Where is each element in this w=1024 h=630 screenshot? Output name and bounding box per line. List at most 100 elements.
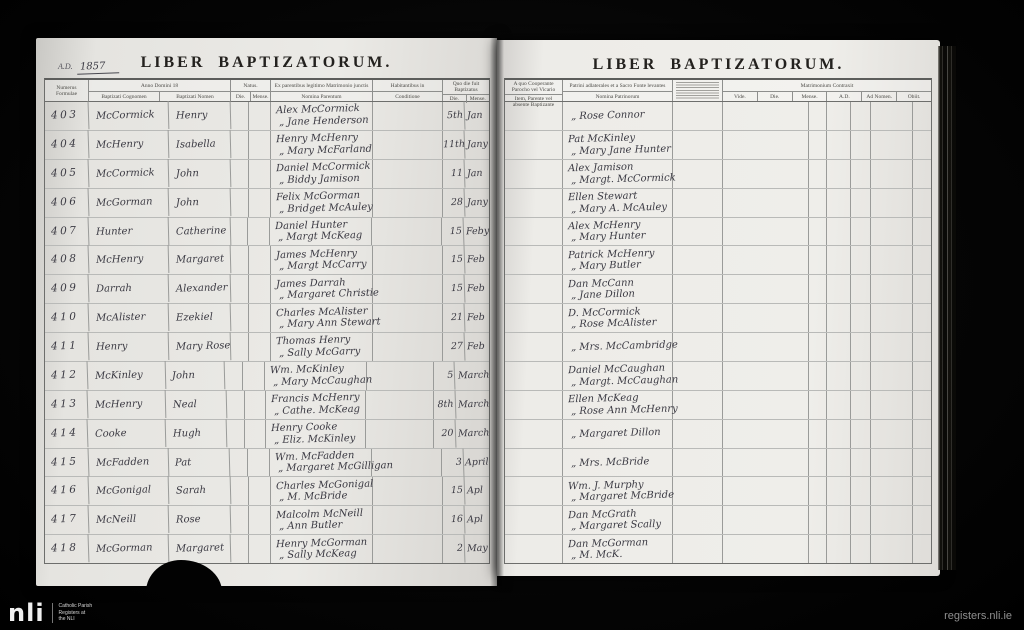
record-marriage-vide: [723, 246, 809, 275]
record-baptism-month: Feb: [466, 254, 485, 266]
header-residence-column: Habitantibus in Conditione: [373, 80, 443, 101]
sponsor-record-row: „ Mrs. McCambridge: [505, 333, 931, 362]
header-firstname-label: Baptizati Nomen: [176, 93, 214, 100]
record-sponsors: Dan McGrath „ Margaret Scally: [563, 506, 673, 535]
record-marriage-die: [809, 304, 827, 332]
sponsor-record-row: Dan McCann „ Jane Dillon: [505, 275, 931, 305]
record-rubric: [673, 130, 723, 159]
record-born-day: [231, 477, 249, 506]
book-page-edges: [938, 46, 956, 570]
record-residence: [373, 333, 443, 361]
record-officiant: [505, 304, 563, 332]
record-sponsors: Ellen McKeag „ Rose Ann McHenry: [563, 390, 678, 419]
record-sponsors: Alex McHenry „ Mary Hunter: [563, 217, 673, 246]
header-sponsors-top-label: Patrini adlaterales et a Sacro Fonte lev…: [569, 82, 666, 89]
record-number: 407: [44, 216, 90, 247]
record-born-month: [249, 246, 271, 275]
header-natus-mense-label: Mense.: [252, 93, 269, 100]
record-number: 411: [44, 332, 90, 362]
record-first-name: John: [168, 158, 232, 189]
nli-logo: nli: [8, 599, 45, 627]
record-residence: [373, 130, 443, 159]
record-marriage-vide: [723, 304, 809, 332]
record-born-month: [249, 188, 271, 217]
record-sponsors: „ Margaret Dillon: [563, 419, 673, 448]
record-residence: [366, 390, 435, 419]
sponsor-record-row: D. McCormick „ Rose McAlister: [505, 304, 931, 333]
record-parents: Daniel McCormick „ Biddy Jamison: [271, 159, 373, 188]
record-marriage-mense: [827, 419, 851, 448]
left-table-body: 403 McCormick Henry Alex McCormick „ Jan…: [44, 100, 489, 565]
record-first-name: Catherine: [168, 216, 231, 247]
header-officiant-sub-label: Item, Parente vel absente Baptizante: [512, 96, 555, 108]
record-surname: Hunter: [88, 216, 170, 247]
nli-caption-line: Registers at: [58, 609, 86, 616]
record-born-day: [231, 102, 249, 130]
record-baptism-day: 27: [442, 332, 466, 362]
record-rubric: [673, 477, 723, 506]
record-number: 410: [44, 303, 90, 333]
record-first-name: Henry: [168, 101, 232, 131]
record-surname: McHenry: [88, 129, 170, 160]
record-rubric: [673, 419, 723, 448]
record-sponsor-2: „ Rose Connor: [570, 109, 645, 123]
record-sponsor-2: „ Mary Hunter: [570, 230, 646, 244]
baptism-record-row: 415 McFadden Pat Wm. McFadden „ Margaret…: [44, 447, 489, 478]
record-first-name: Isabella: [168, 130, 232, 160]
record-first-name: Rose: [168, 505, 232, 535]
sponsor-record-row: Daniel McCaughan „ Margt. McCaughan: [505, 361, 931, 391]
header-natus-die-label: Die.: [231, 92, 251, 101]
record-born-day: [231, 506, 249, 535]
record-marriage-ad-nomen: [871, 102, 913, 130]
record-marriage-obiit: [913, 362, 931, 390]
record-marriage-die: [809, 535, 827, 563]
record-residence: [367, 361, 435, 390]
record-marriage-die: [809, 246, 827, 275]
record-marriage-vide: [723, 448, 809, 477]
nli-caption-line: Catholic Parish: [58, 603, 93, 610]
right-table-body: „ Rose Connor Pat McKinle: [505, 102, 931, 563]
header-marriage-ad-label: A.D.: [827, 92, 863, 101]
record-surname: McHenry: [87, 389, 167, 420]
record-baptism-day: 15: [441, 217, 465, 246]
record-marriage-ad-nomen: [871, 419, 913, 448]
record-rubric: [673, 275, 723, 304]
record-marriage-ad: [851, 419, 871, 448]
record-number: 403: [44, 101, 90, 131]
record-marriage-ad-nomen: [871, 304, 913, 332]
header-anno-label: Anno Domini 18: [140, 82, 179, 89]
record-mother: „ Margt McKeag: [278, 230, 363, 244]
record-marriage-mense: [827, 217, 851, 246]
record-rubric: [673, 535, 723, 563]
right-page-title: LIBER BAPTIZATORUM.: [592, 56, 845, 73]
record-marriage-ad: [851, 304, 871, 332]
record-marriage-ad: [851, 448, 871, 477]
record-baptism-day: 8th: [433, 390, 457, 419]
record-baptism-month: Feb: [466, 312, 485, 324]
record-sponsor-2: „ Margt. McCaughan: [570, 374, 679, 389]
record-officiant: [505, 361, 563, 390]
record-marriage-ad-nomen: [871, 477, 913, 506]
header-parents-sub-label: Nomina Parentum: [301, 93, 342, 100]
record-baptism-month: Feb: [466, 283, 485, 295]
record-sponsor-2: „ Margaret McBride: [570, 489, 675, 504]
record-marriage-ad-nomen: [871, 390, 913, 419]
nli-logo-caption: Catholic Parish Registers at the NLI: [51, 603, 93, 623]
record-parents: Henry McGorman „ Sally McKeag: [271, 535, 373, 563]
record-residence: [373, 477, 443, 506]
record-marriage-ad: [851, 246, 871, 275]
record-sponsors: Wm. J. Murphy „ Margaret McBride: [563, 477, 675, 506]
record-mother: „ Mary McCaughan: [272, 374, 372, 388]
record-baptism-month: Feb: [466, 340, 485, 353]
record-residence: [366, 419, 435, 448]
record-marriage-obiit: [913, 535, 931, 563]
record-surname: Darrah: [88, 274, 170, 305]
record-marriage-ad-nomen: [871, 159, 913, 188]
record-officiant: [505, 535, 563, 563]
record-marriage-ad: [851, 217, 871, 246]
baptism-record-row: 405 McCormick John Daniel McCormick „ Bi…: [44, 158, 489, 189]
record-officiant: [505, 333, 563, 361]
record-marriage-die: [809, 275, 827, 304]
header-anno-domini-group: Anno Domini 18 Baptizati Cognomen Baptiz…: [89, 80, 231, 101]
record-parents: Charles McGonigal „ M. McBride: [271, 477, 373, 506]
